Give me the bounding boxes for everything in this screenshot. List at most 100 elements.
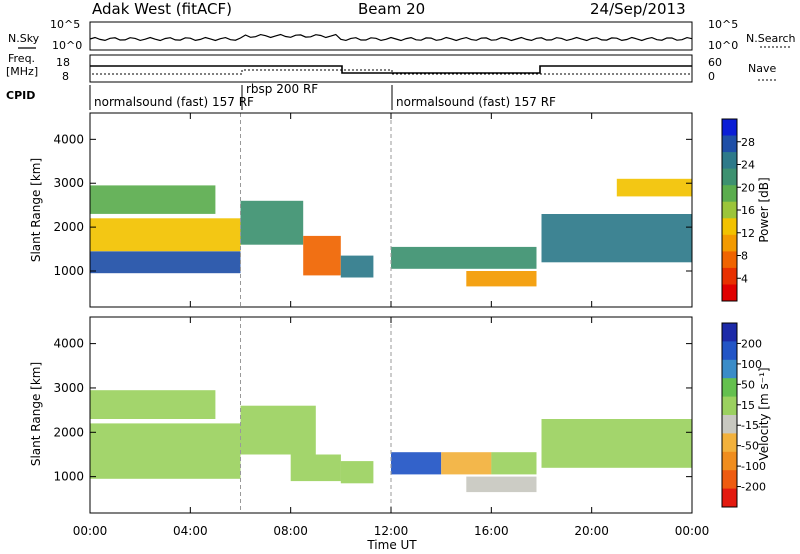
nsearch-tick-high: 10^5 xyxy=(708,18,738,31)
freq-label-1: Freq. xyxy=(8,52,35,65)
power-colorbar-label: Power [dB] xyxy=(757,177,771,242)
power-colorbar-tick-label-5: 8 xyxy=(741,250,748,263)
velocity-colorbar-cell-6 xyxy=(722,433,737,453)
velocity-band-8 xyxy=(466,476,537,493)
power-colorbar-cell-3 xyxy=(722,168,737,186)
velocity-colorbar: 200 100 50 15 -15 -50 -100 -200 xyxy=(721,322,766,508)
velocity-colorbar-tick-label-5: -50 xyxy=(741,440,759,453)
velocity-colorbar-tick-label-2: 50 xyxy=(741,378,755,391)
power-colorbar-tick-label-0: 28 xyxy=(741,136,755,149)
velocity-heatmap xyxy=(90,317,692,513)
freq-label-2: [MHz] xyxy=(6,65,38,78)
velocity-colorbar-label: Velocity [m s⁻¹] xyxy=(757,367,771,460)
freq-trace xyxy=(90,65,692,74)
nsky-trace xyxy=(89,33,693,42)
x-tick-label-4: 16:00 xyxy=(474,524,509,538)
nsky-tick-low: 10^0 xyxy=(52,39,82,52)
x-tick-label-5: 20:00 xyxy=(574,524,609,538)
beam-title: Beam 20 xyxy=(358,0,425,18)
x-axis-label: Time UT xyxy=(366,538,417,552)
power-y-label: Slant Range [km] xyxy=(29,158,43,262)
velocity-y-axis: 1000 2000 3000 4000 xyxy=(53,337,692,484)
power-band-8 xyxy=(541,214,692,263)
power-colorbar-cell-10 xyxy=(722,284,737,302)
velocity-colorbar-tick-label-0: 200 xyxy=(741,337,762,350)
velocity-colorbar-cell-3 xyxy=(722,378,737,398)
power-band-0 xyxy=(90,251,241,274)
power-colorbar-cell-5 xyxy=(722,201,737,219)
power-colorbar-tick-label-4: 12 xyxy=(741,227,755,240)
velocity-colorbar-cell-9 xyxy=(722,488,737,508)
velocity-colorbar-tick-label-7: -200 xyxy=(741,481,766,494)
power-colorbar-cell-1 xyxy=(722,135,737,153)
velocity-ytick-label-1: 2000 xyxy=(53,425,84,439)
velocity-band-9 xyxy=(541,419,692,468)
velocity-colorbar-cell-5 xyxy=(722,415,737,434)
power-colorbar-tick-label-3: 16 xyxy=(741,204,755,217)
power-colorbar-cell-8 xyxy=(722,251,737,269)
velocity-colorbar-cell-8 xyxy=(722,470,737,490)
velocity-colorbar-tick-label-1: 100 xyxy=(741,358,762,371)
power-band-7 xyxy=(466,271,537,287)
velocity-colorbar-tick-label-3: 15 xyxy=(741,399,755,412)
power-band-2 xyxy=(90,185,216,214)
velocity-colorbar-cell-0 xyxy=(722,323,737,342)
power-band-5 xyxy=(340,255,374,278)
freq-tick-high: 18 xyxy=(56,56,70,69)
power-band-6 xyxy=(391,246,537,269)
nsky-line xyxy=(89,33,693,42)
freq-panel-frame xyxy=(89,54,693,83)
nsky-panel-frame xyxy=(89,21,693,51)
velocity-band-5 xyxy=(391,452,442,475)
velocity-colorbar-cell-7 xyxy=(722,451,737,471)
x-tick-label-6: 00:00 xyxy=(675,524,710,538)
velocity-band-6 xyxy=(441,452,492,475)
velocity-ytick-label-2: 3000 xyxy=(53,381,84,395)
velocity-colorbar-tick-label-6: -100 xyxy=(741,460,766,473)
power-colorbar-cell-2 xyxy=(722,152,737,170)
cpid-segment-1: normalsound (fast) 157 RF xyxy=(94,95,254,109)
nsky-tick-high: 10^5 xyxy=(50,18,80,31)
x-tick-label-1: 04:00 xyxy=(173,524,208,538)
power-ytick-label-2: 3000 xyxy=(53,176,84,190)
power-colorbar-tick-label-2: 20 xyxy=(741,181,755,194)
power-ytick-label-1: 2000 xyxy=(53,220,84,234)
velocity-band-1 xyxy=(90,390,216,419)
power-colorbar-cell-0 xyxy=(722,119,737,136)
x-tick-label-3: 12:00 xyxy=(374,524,409,538)
velocity-band-0 xyxy=(90,423,241,479)
freq-tick-low: 8 xyxy=(62,70,69,83)
velocity-colorbar-frame xyxy=(721,322,738,508)
power-colorbar-cell-9 xyxy=(722,267,737,285)
velocity-colorbar-cell-1 xyxy=(722,341,737,361)
nsearch-tick-low: 10^0 xyxy=(708,39,738,52)
station-title: Adak West (fitACF) xyxy=(92,0,232,18)
velocity-band-4 xyxy=(340,461,374,484)
nave-tick-low: 0 xyxy=(708,70,715,83)
nsearch-label: N.Search xyxy=(746,32,796,45)
power-y-axis: 1000 2000 3000 4000 xyxy=(53,132,692,278)
nave-trace xyxy=(92,69,690,75)
x-tick-label-2: 08:00 xyxy=(273,524,308,538)
nsky-label: N.Sky xyxy=(8,32,40,45)
power-colorbar-tick-label-1: 24 xyxy=(741,159,755,172)
x-tick-label-0: 00:00 xyxy=(73,524,108,538)
cpid-segment-2: rbsp 200 RF xyxy=(246,82,318,96)
velocity-colorbar-tick-label-4: -15 xyxy=(741,419,759,432)
power-band-9 xyxy=(616,178,693,197)
power-colorbar-cell-6 xyxy=(722,218,737,236)
power-ytick-label-3: 4000 xyxy=(53,132,84,146)
power-band-3 xyxy=(240,200,304,245)
cpid-label: CPID xyxy=(6,89,35,102)
power-ytick-label-0: 1000 xyxy=(53,264,84,278)
velocity-ytick-label-0: 1000 xyxy=(53,470,84,484)
power-band-4 xyxy=(303,235,341,276)
power-heatmap xyxy=(90,113,693,307)
power-colorbar-tick-label-6: 4 xyxy=(741,272,748,285)
velocity-ytick-label-3: 4000 xyxy=(53,337,84,351)
x-axis: 00:00 04:00 08:00 12:00 16:00 20:00 00:00 xyxy=(73,113,710,538)
power-band-1 xyxy=(90,218,241,252)
velocity-band-3 xyxy=(290,454,341,482)
velocity-colorbar-cell-4 xyxy=(722,396,737,416)
